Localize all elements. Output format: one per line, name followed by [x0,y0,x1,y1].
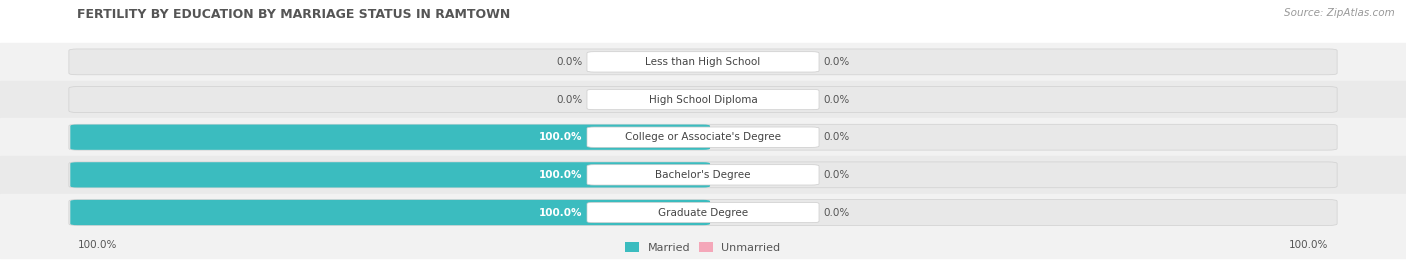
Text: 0.0%: 0.0% [824,94,849,105]
FancyBboxPatch shape [588,202,818,223]
Text: 0.0%: 0.0% [824,170,849,180]
Bar [0,231,1406,258]
Legend: Married, Unmarried: Married, Unmarried [626,242,780,253]
FancyBboxPatch shape [70,162,710,187]
Bar [0,194,1406,231]
Text: 0.0%: 0.0% [557,94,582,105]
FancyBboxPatch shape [69,49,1337,75]
Text: 100.0%: 100.0% [1289,239,1329,250]
Text: 100.0%: 100.0% [540,132,582,142]
Text: 0.0%: 0.0% [824,57,849,67]
FancyBboxPatch shape [70,200,710,225]
Text: Source: ZipAtlas.com: Source: ZipAtlas.com [1284,8,1395,18]
Text: 0.0%: 0.0% [557,57,582,67]
Text: High School Diploma: High School Diploma [648,94,758,105]
FancyBboxPatch shape [588,127,818,147]
FancyBboxPatch shape [588,52,818,72]
Text: 0.0%: 0.0% [824,132,849,142]
Text: 100.0%: 100.0% [77,239,117,250]
Text: FERTILITY BY EDUCATION BY MARRIAGE STATUS IN RAMTOWN: FERTILITY BY EDUCATION BY MARRIAGE STATU… [77,8,510,21]
FancyBboxPatch shape [69,200,1337,225]
FancyBboxPatch shape [69,87,1337,112]
Text: 100.0%: 100.0% [540,170,582,180]
Text: Graduate Degree: Graduate Degree [658,207,748,218]
FancyBboxPatch shape [69,162,1337,188]
Bar [0,118,1406,156]
Text: 0.0%: 0.0% [824,207,849,218]
Bar [0,43,1406,81]
FancyBboxPatch shape [588,89,818,110]
FancyBboxPatch shape [588,165,818,185]
FancyBboxPatch shape [70,125,710,150]
Text: Bachelor's Degree: Bachelor's Degree [655,170,751,180]
Bar [0,81,1406,118]
Text: College or Associate's Degree: College or Associate's Degree [626,132,780,142]
Text: Less than High School: Less than High School [645,57,761,67]
FancyBboxPatch shape [69,124,1337,150]
Bar [0,156,1406,194]
Text: 100.0%: 100.0% [540,207,582,218]
